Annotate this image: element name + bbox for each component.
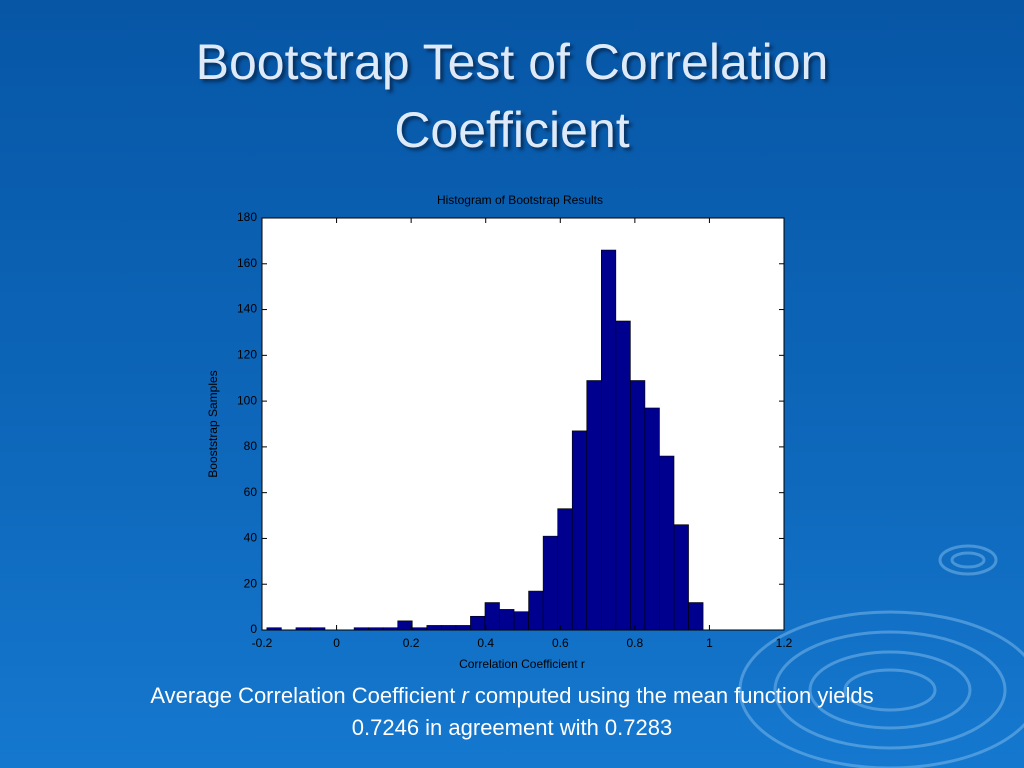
y-tick-label: 160 bbox=[237, 256, 257, 270]
bar bbox=[586, 380, 602, 631]
x-tick-label: 0.6 bbox=[552, 636, 569, 650]
bar bbox=[397, 620, 413, 631]
y-tick-label: 20 bbox=[244, 576, 258, 590]
bar bbox=[615, 320, 631, 631]
x-axis-label: Correlation Coefficient r bbox=[459, 657, 585, 671]
plot-area bbox=[262, 218, 784, 630]
bar bbox=[600, 249, 617, 631]
bar bbox=[542, 535, 558, 631]
y-tick-label: 80 bbox=[244, 439, 258, 453]
y-tick-label: 180 bbox=[237, 210, 257, 224]
bar bbox=[688, 602, 704, 631]
y-tick-label: 140 bbox=[237, 302, 257, 316]
bar bbox=[470, 615, 486, 631]
bar bbox=[426, 625, 442, 631]
bar bbox=[557, 508, 573, 631]
x-tick-label: -0.2 bbox=[252, 636, 273, 650]
bar bbox=[630, 380, 646, 631]
caption: Average Correlation Coefficient r comput… bbox=[150, 680, 874, 744]
x-tick-label: 0.2 bbox=[403, 636, 420, 650]
x-tick-label: 1.2 bbox=[776, 636, 793, 650]
x-tick-label: 0.8 bbox=[627, 636, 644, 650]
y-axis-label: Booststrap Samples bbox=[206, 370, 220, 477]
bar bbox=[499, 609, 515, 631]
chart-title: Histogram of Bootstrap Results bbox=[437, 193, 603, 207]
caption-text: Average Correlation Coefficient bbox=[150, 683, 456, 708]
y-tick-label: 0 bbox=[250, 622, 257, 636]
caption-italic: r bbox=[461, 683, 469, 708]
bar bbox=[528, 590, 544, 631]
bar bbox=[484, 602, 500, 631]
slide-title: Bootstrap Test of Correlation Coefficien… bbox=[195, 34, 829, 158]
y-tick-label: 120 bbox=[237, 348, 257, 362]
plot-frame bbox=[261, 217, 785, 631]
bar bbox=[673, 524, 689, 631]
caption-text: computed using the mean function yields … bbox=[351, 683, 874, 740]
bar bbox=[659, 455, 675, 631]
x-tick-label: 0.4 bbox=[477, 636, 494, 650]
y-tick-label: 100 bbox=[237, 393, 257, 407]
x-tick-label: 0 bbox=[333, 636, 340, 650]
ripples bbox=[738, 544, 1024, 768]
bar bbox=[644, 407, 660, 631]
x-tick-label: 1 bbox=[706, 636, 713, 650]
y-tick-label: 60 bbox=[244, 485, 258, 499]
bar bbox=[513, 611, 529, 631]
bar bbox=[441, 625, 457, 631]
bar bbox=[455, 625, 471, 631]
bar bbox=[571, 430, 588, 631]
y-tick-label: 40 bbox=[244, 531, 258, 545]
